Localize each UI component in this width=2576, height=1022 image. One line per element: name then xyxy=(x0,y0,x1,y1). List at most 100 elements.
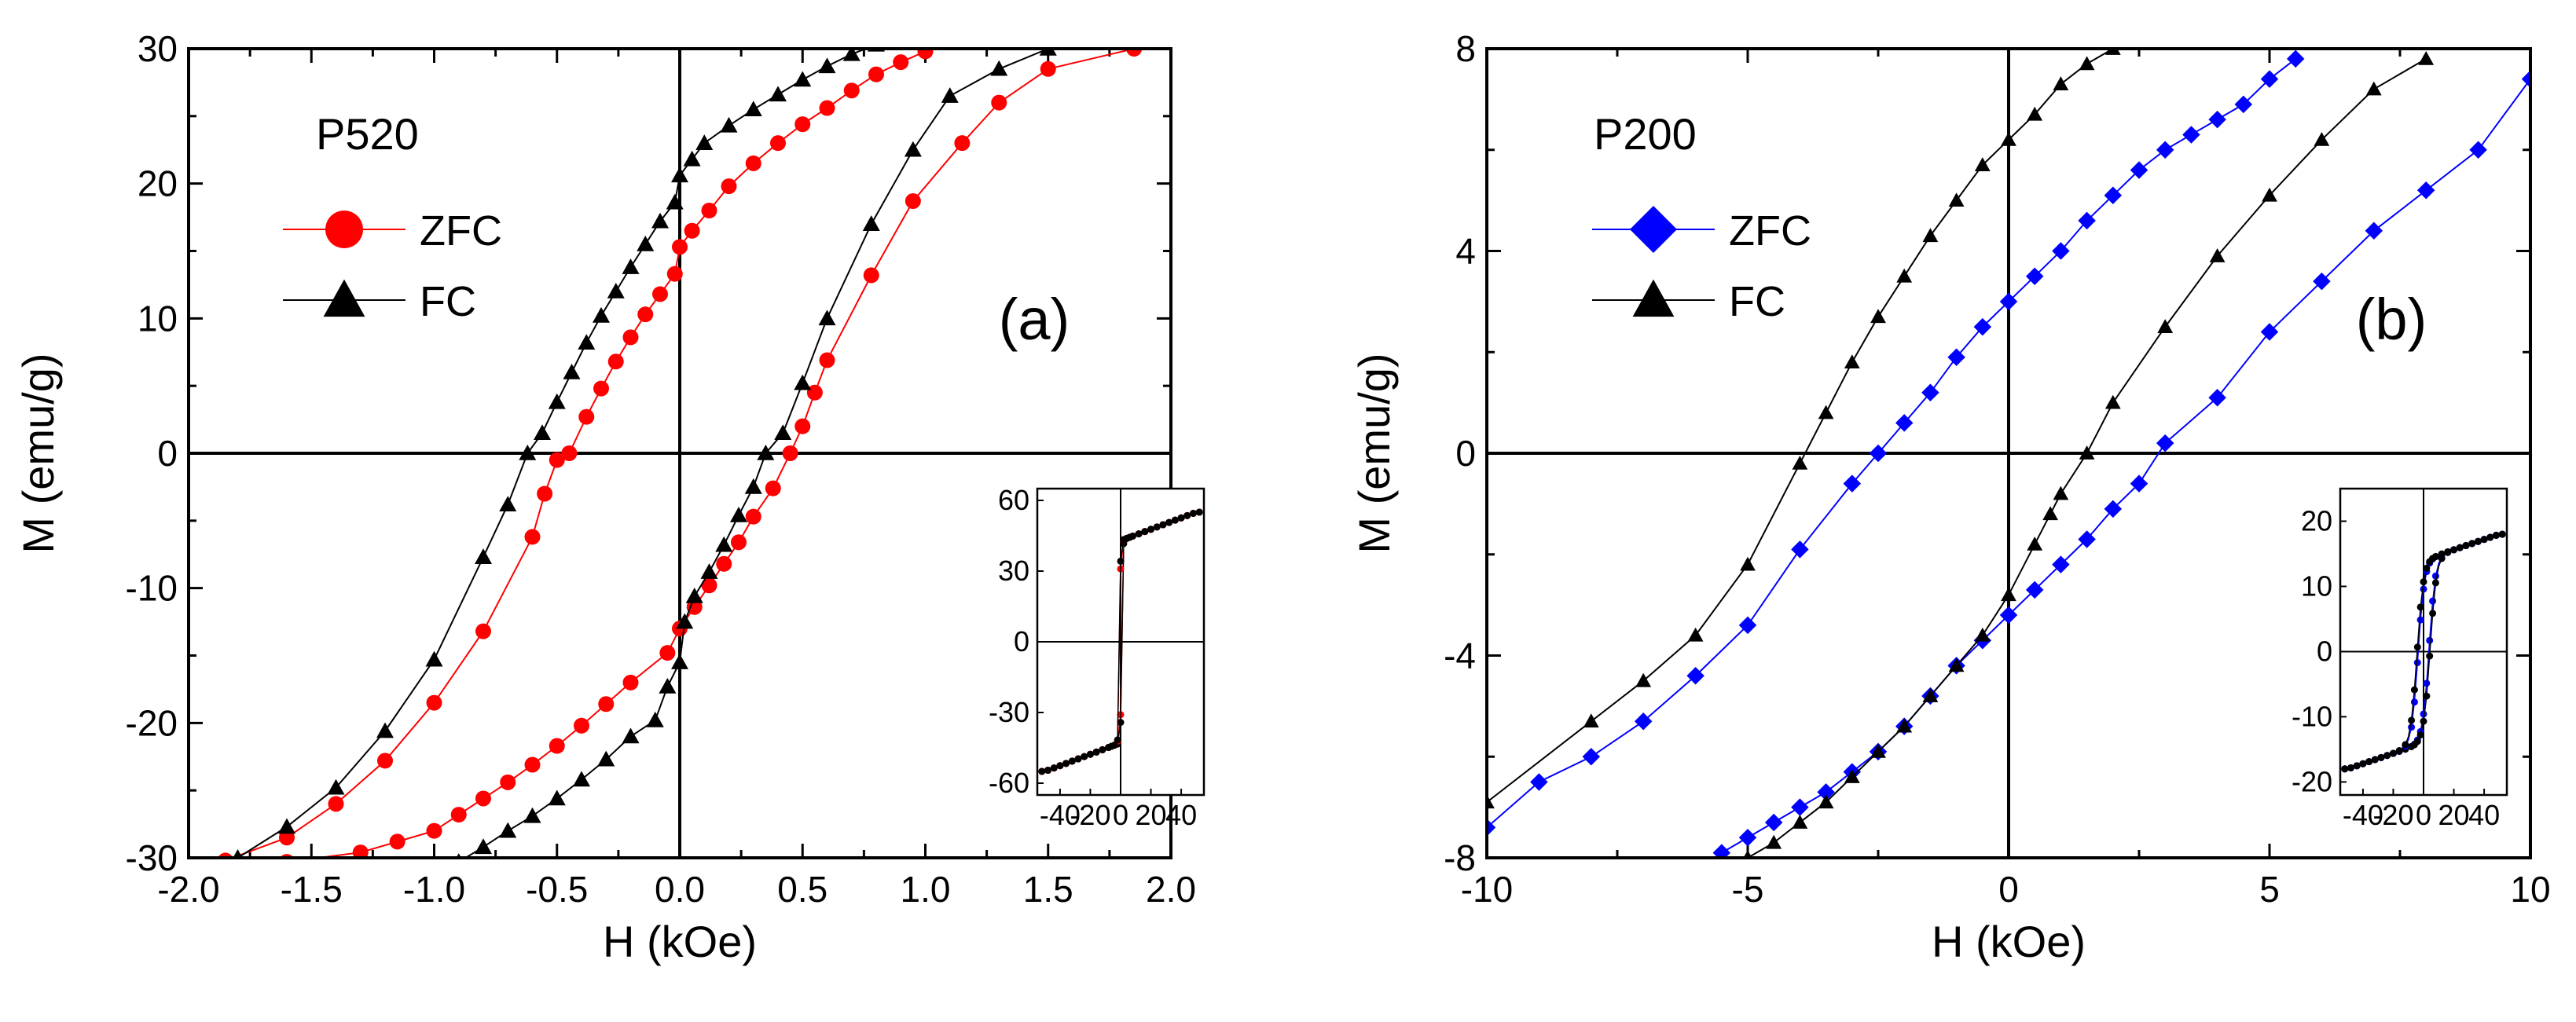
y-tick-label: 10 xyxy=(138,298,178,339)
data-point-zfc xyxy=(549,738,565,754)
data-point-zfc xyxy=(917,49,934,60)
data-point-zfc xyxy=(2469,141,2487,159)
data-point-zfc xyxy=(716,555,732,572)
inset-data-point xyxy=(1147,526,1155,533)
inset-data-point xyxy=(1159,521,1167,529)
inset-data-point xyxy=(2480,536,2488,544)
data-point-fc xyxy=(730,506,747,522)
data-point-zfc xyxy=(1791,540,1809,559)
inset-data-point xyxy=(2498,530,2506,538)
y-tick-label: 4 xyxy=(1455,231,1476,272)
inset-data-point xyxy=(2408,723,2416,731)
x-tick-label: 0.5 xyxy=(777,869,827,910)
inset-x-tick-label: 20 xyxy=(1136,799,1167,831)
data-point-zfc xyxy=(1999,292,2018,311)
inset-y-tick-label: 30 xyxy=(998,555,1029,587)
data-point-zfc xyxy=(524,756,541,773)
data-point-fc xyxy=(2042,506,2059,521)
inset-data-point xyxy=(1062,760,1070,767)
data-point-zfc xyxy=(1634,712,1653,731)
x-tick-label: -2.0 xyxy=(157,869,219,910)
data-point-fc xyxy=(1974,627,1991,642)
legend: ZFC FC xyxy=(1592,206,1811,325)
data-point-fc xyxy=(1743,850,1752,858)
inset-data-point xyxy=(1177,514,1185,522)
data-point-zfc xyxy=(2521,70,2530,88)
y-tick-label: 30 xyxy=(138,28,178,69)
inset-data-point xyxy=(1056,762,1064,770)
sample-label: P200 xyxy=(1594,109,1697,159)
inset-data-point xyxy=(2426,636,2434,644)
inset-data-point xyxy=(2426,558,2434,566)
inset-data-point xyxy=(1068,757,1076,765)
inset-data-point xyxy=(1141,528,1149,536)
data-point-fc xyxy=(695,134,714,150)
data-point-zfc xyxy=(2025,267,2044,285)
data-point-fc xyxy=(659,677,677,694)
data-point-fc xyxy=(2314,131,2330,146)
legend-marker-zfc xyxy=(325,211,363,248)
inset-data-point xyxy=(2429,610,2437,617)
data-point-zfc xyxy=(731,534,747,551)
data-point-fc xyxy=(671,167,688,183)
inset-data-point xyxy=(2395,747,2403,755)
inset-data-point xyxy=(1105,744,1113,752)
data-point-fc xyxy=(1844,354,1860,369)
series-line-fc-ascending xyxy=(237,49,868,858)
series-line-fc-ascending xyxy=(1487,49,2114,803)
data-point-zfc xyxy=(2052,242,2070,260)
data-point-fc xyxy=(1792,815,1808,829)
data-point-fc xyxy=(2262,187,2277,202)
data-point-zfc xyxy=(1947,348,1965,366)
data-point-fc xyxy=(744,478,762,494)
data-point-fc xyxy=(593,306,610,323)
data-point-fc xyxy=(499,496,517,512)
data-point-fc xyxy=(327,778,345,795)
data-point-zfc xyxy=(2208,388,2226,407)
data-point-fc xyxy=(904,141,922,157)
data-point-zfc xyxy=(701,203,717,218)
data-point-fc xyxy=(548,393,566,409)
inset-data-point xyxy=(2431,579,2439,587)
data-point-zfc xyxy=(2052,555,2070,573)
inset-data-point xyxy=(2359,760,2367,767)
data-point-zfc xyxy=(1869,444,1888,463)
data-point-fc xyxy=(646,711,664,727)
inset-y-tick-label: 20 xyxy=(2301,504,2332,537)
y-tick-label: -8 xyxy=(1444,837,1476,878)
inset-data-point xyxy=(2341,765,2349,773)
data-point-zfc xyxy=(537,485,553,502)
data-point-zfc xyxy=(1738,616,1757,635)
inset-data-point xyxy=(2353,762,2361,770)
data-point-zfc xyxy=(770,135,786,152)
y-axis-title: M (emu/g) xyxy=(13,353,63,553)
y-tick-label: 20 xyxy=(138,163,178,204)
data-point-fc xyxy=(2001,131,2016,146)
inset-data-point xyxy=(1081,753,1088,760)
inset-data-point xyxy=(2431,572,2439,580)
data-point-zfc xyxy=(1712,844,1731,858)
data-point-fc xyxy=(1039,49,1057,56)
x-tick-label: 0 xyxy=(1998,869,2019,910)
inset-y-tick-label: 0 xyxy=(1014,625,1029,658)
data-point-zfc xyxy=(905,192,921,209)
data-point-fc xyxy=(1635,672,1652,687)
inset-data-point xyxy=(1153,523,1161,531)
inset-data-point xyxy=(1117,557,1125,565)
data-point-zfc xyxy=(475,623,491,639)
data-point-fc xyxy=(676,613,694,629)
legend-label-zfc: ZFC xyxy=(420,207,502,255)
data-area xyxy=(218,49,1143,858)
data-point-fc xyxy=(2053,76,2069,90)
chart-panel-a: -2.0 -1.5 -1.0 -0.5 0.0 0.5 1.0 1.5 2.0 -30 -20 -10… xyxy=(13,28,1205,966)
data-point-zfc xyxy=(1999,606,2018,625)
data-point-fc xyxy=(2104,394,2121,409)
data-point-zfc xyxy=(1040,60,1056,77)
plot-frame xyxy=(187,47,1172,859)
inset-data-point xyxy=(1120,536,1128,544)
data-point-fc xyxy=(597,750,615,767)
inset-data-point xyxy=(1195,508,1203,516)
data-point-zfc xyxy=(352,844,369,858)
